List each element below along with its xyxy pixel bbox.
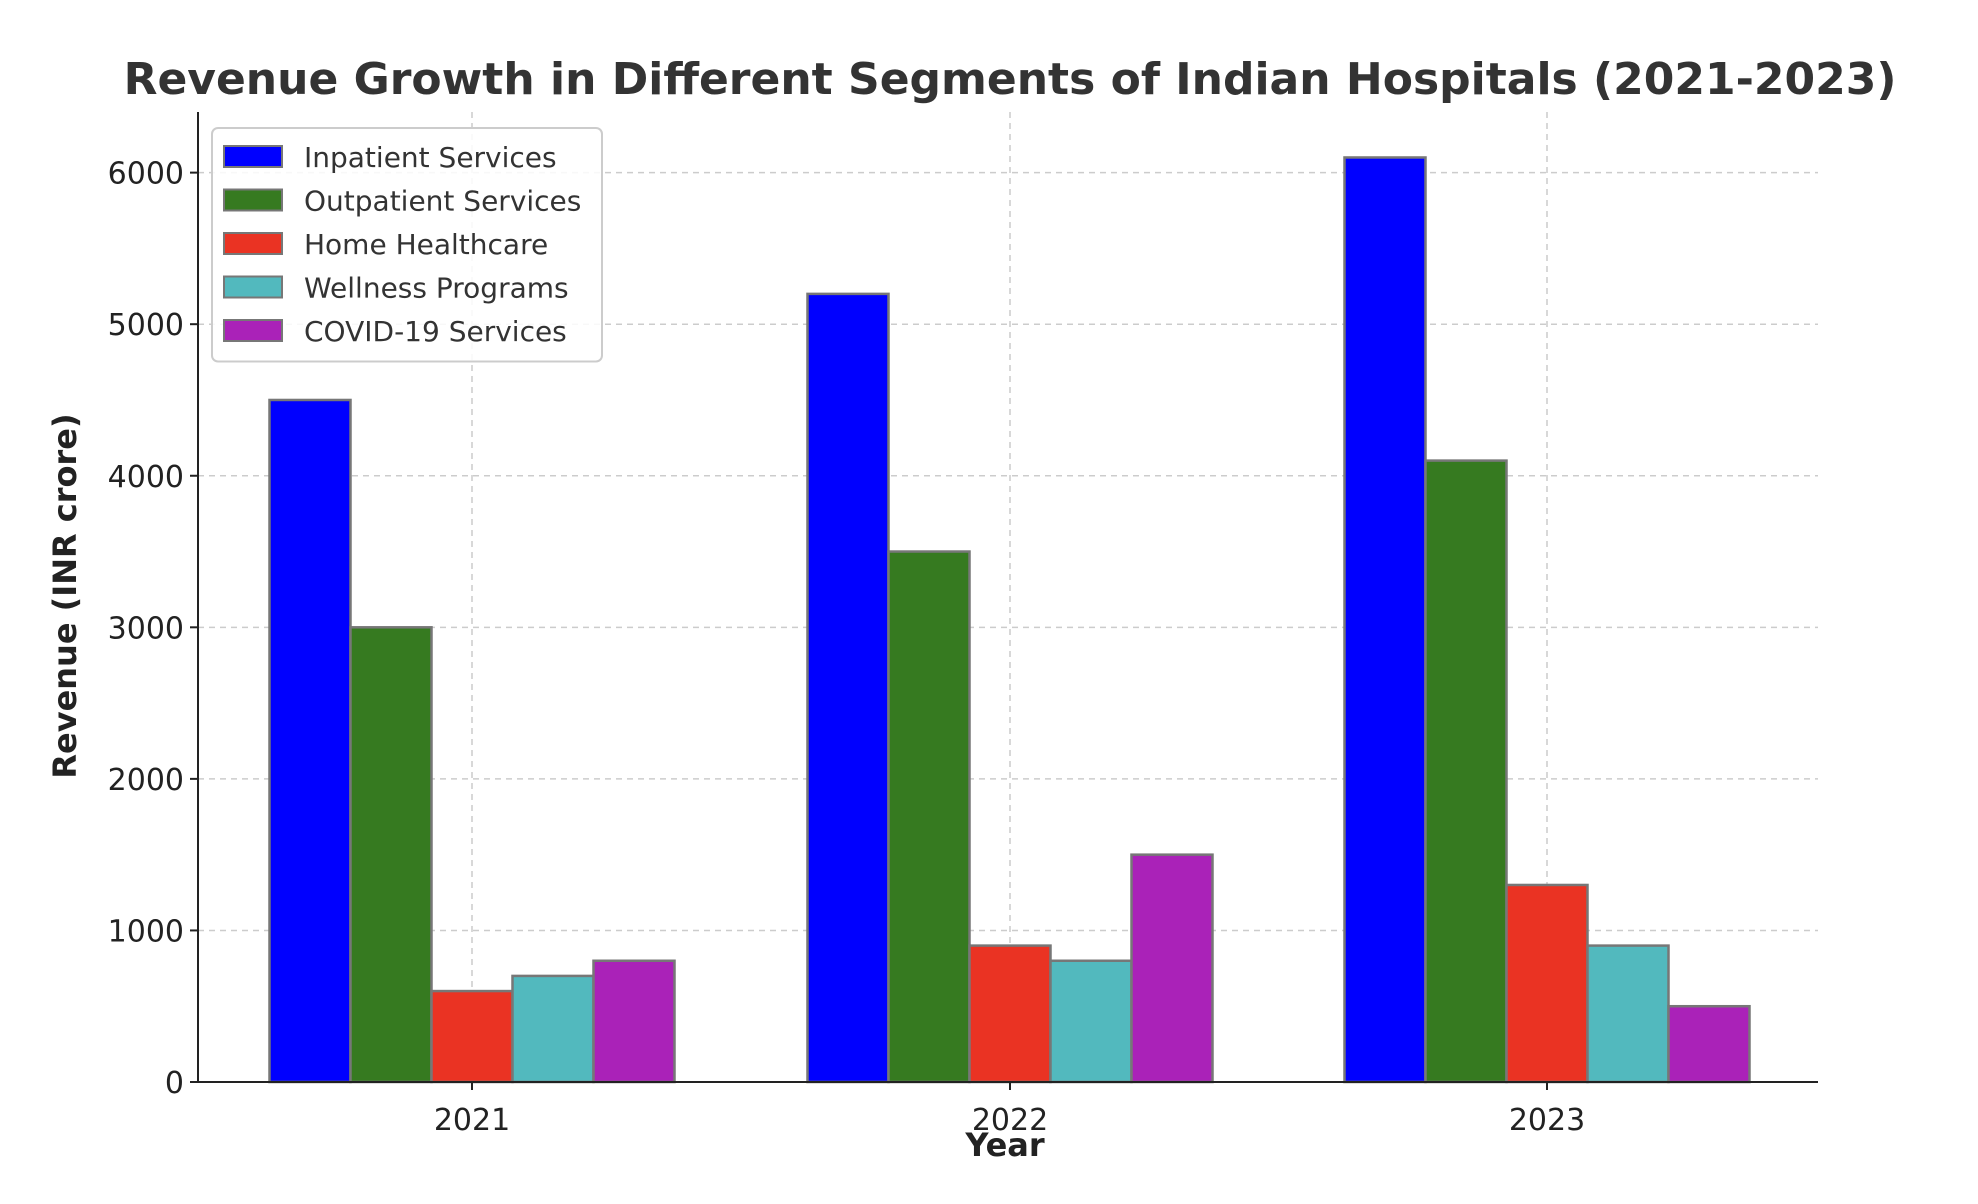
- legend-label-covid-19-services: COVID-19 Services: [304, 315, 567, 348]
- bar-home-healthcare-2023: [1505, 883, 1589, 1084]
- x-axis-label: Year: [964, 1126, 1045, 1164]
- bar-wellness-programs-2022: [1049, 959, 1133, 1084]
- legend: Inpatient Services Outpatient Services Hom…: [211, 127, 603, 363]
- legend-swatch-wellness-programs: [223, 275, 283, 299]
- bar-inpatient-services-2022: [806, 292, 890, 1084]
- bar-inpatient-services-2023: [1343, 156, 1427, 1084]
- y-tick-labels: 0 1000 2000 3000 4000 5000 6000: [108, 157, 198, 1101]
- legend-swatch-inpatient-services: [223, 145, 283, 168]
- bar-home-healthcare-2021: [430, 989, 514, 1084]
- x-tick-label-2022: 2022: [972, 1103, 1048, 1138]
- bar-covid-19-services-2022: [1130, 853, 1214, 1084]
- bars: [268, 156, 1751, 1084]
- y-tick-label-6000: 6000: [108, 157, 184, 192]
- legend-label-inpatient-services: Inpatient Services: [304, 141, 557, 174]
- bar-wellness-programs-2023: [1586, 944, 1670, 1084]
- x-tick-label-2021: 2021: [434, 1103, 510, 1138]
- bar-outpatient-services-2021: [349, 626, 433, 1084]
- y-tick-label-1000: 1000: [108, 914, 184, 949]
- bar-outpatient-services-2023: [1424, 459, 1508, 1084]
- x-tick-labels: 2021 2022 2023: [434, 1082, 1585, 1138]
- y-tick-label-4000: 4000: [108, 460, 184, 495]
- y-tick-label-3000: 3000: [108, 611, 184, 646]
- bar-outpatient-services-2022: [887, 550, 971, 1084]
- bar-wellness-programs-2021: [511, 974, 595, 1084]
- chart-title: Revenue Growth in Different Segments of …: [124, 54, 1897, 105]
- legend-swatch-covid-19-services: [223, 319, 283, 342]
- y-tick-label-0: 0: [165, 1066, 184, 1101]
- legend-swatch-outpatient-services: [223, 188, 283, 212]
- bar-covid-19-services-2021: [592, 959, 676, 1084]
- bar-inpatient-services-2021: [268, 398, 352, 1084]
- legend-label-home-healthcare: Home Healthcare: [304, 228, 548, 261]
- bar-home-healthcare-2022: [968, 944, 1052, 1084]
- y-tick-label-5000: 5000: [108, 308, 184, 343]
- legend-label-outpatient-services: Outpatient Services: [304, 185, 581, 218]
- legend-box: [211, 127, 603, 363]
- y-tick-label-2000: 2000: [108, 763, 184, 798]
- legend-swatch-home-healthcare: [223, 232, 283, 255]
- y-axis-label: Revenue (INR crore): [46, 413, 84, 778]
- legend-label-wellness-programs: Wellness Programs: [304, 272, 569, 305]
- bar-covid-19-services-2023: [1667, 1004, 1751, 1084]
- x-tick-label-2023: 2023: [1509, 1103, 1585, 1138]
